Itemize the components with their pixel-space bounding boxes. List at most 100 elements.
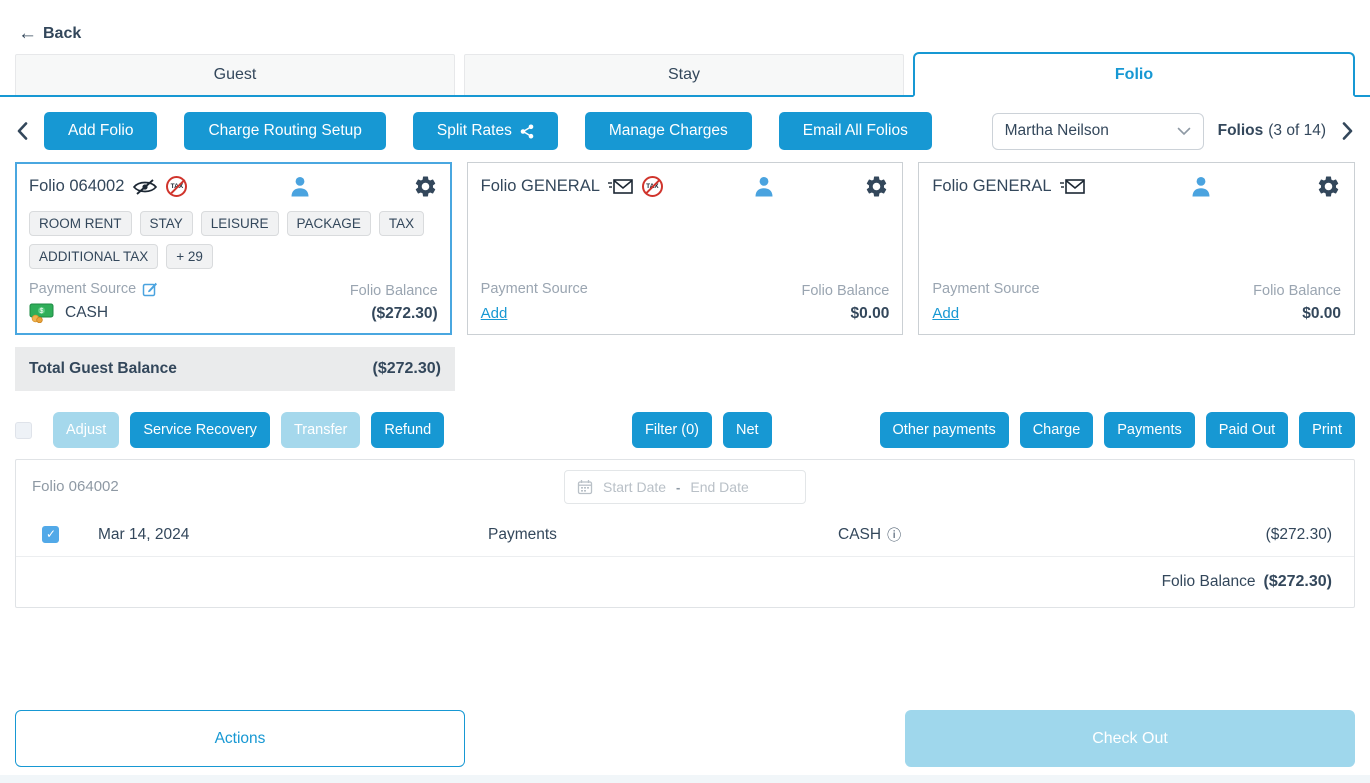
- transfer-button[interactable]: Transfer: [280, 412, 361, 448]
- transactions-table: Folio 064002 Start Date - End Date Mar 1…: [15, 459, 1355, 608]
- total-guest-balance-value: ($272.30): [372, 360, 442, 377]
- person-icon[interactable]: [290, 176, 310, 197]
- back-button[interactable]: ← Back: [18, 24, 81, 43]
- tab-folio[interactable]: Folio: [913, 52, 1355, 97]
- card-header: Folio GENERAL: [932, 174, 1341, 199]
- tag[interactable]: LEISURE: [200, 211, 279, 236]
- back-row: ← Back: [0, 0, 1370, 52]
- person-icon[interactable]: [1191, 176, 1211, 197]
- edit-icon[interactable]: [142, 281, 158, 297]
- share-icon: [520, 124, 534, 138]
- card-guest-icon-wrap: [1086, 176, 1316, 197]
- service-recovery-button[interactable]: Service Recovery: [130, 412, 270, 448]
- info-icon[interactable]: ⓘ: [887, 526, 902, 543]
- folio-card-064002[interactable]: Folio 064002 TAX: [15, 162, 452, 335]
- manage-charges-button[interactable]: Manage Charges: [584, 112, 752, 150]
- guest-selector-value: Martha Neilson: [1004, 122, 1109, 139]
- card-header: Folio 064002 TAX: [29, 174, 438, 199]
- start-date-placeholder[interactable]: Start Date: [603, 479, 667, 495]
- payments-button[interactable]: Payments: [1104, 412, 1195, 448]
- paid-out-button[interactable]: Paid Out: [1205, 412, 1289, 448]
- row-amount: ($272.30): [1265, 525, 1332, 543]
- folio-settings-button[interactable]: [1316, 174, 1341, 199]
- transaction-actions-row: Adjust Service Recovery Transfer Refund …: [0, 412, 1370, 448]
- table-header: Folio 064002 Start Date - End Date: [16, 460, 1354, 513]
- folio-card-general-1[interactable]: Folio GENERAL TAX: [466, 162, 904, 335]
- actions-left-group: Adjust Service Recovery Transfer Refund: [15, 412, 445, 448]
- refund-button[interactable]: Refund: [371, 412, 445, 448]
- chevron-left-icon: [17, 122, 28, 140]
- end-date-placeholder[interactable]: End Date: [690, 479, 749, 495]
- tag[interactable]: STAY: [139, 211, 193, 236]
- payment-source-block: Payment Source Add: [932, 281, 1039, 323]
- bottom-strip: [0, 775, 1370, 783]
- charge-category-tags: ROOM RENT STAY LEISURE PACKAGE TAX ADDIT…: [29, 211, 438, 269]
- no-tax-icon: TAX: [641, 176, 663, 197]
- check-out-button[interactable]: Check Out: [905, 710, 1355, 767]
- add-payment-source-link[interactable]: Add: [932, 305, 960, 322]
- tab-guest[interactable]: Guest: [15, 54, 455, 95]
- payment-source-value-row: $ CASH: [29, 303, 158, 323]
- print-button[interactable]: Print: [1299, 412, 1355, 448]
- folio-balance-block: Folio Balance ($272.30): [350, 283, 438, 323]
- row-date: Mar 14, 2024: [98, 525, 190, 543]
- gear-icon: [415, 176, 435, 197]
- folio-balance-label: Folio Balance: [349, 283, 438, 299]
- folio-balance-label: Folio Balance: [801, 283, 890, 299]
- row-checkbox[interactable]: [42, 526, 59, 543]
- table-footer: Folio Balance ($272.30): [16, 557, 1354, 607]
- footer-actions: Actions Check Out: [0, 710, 1370, 767]
- payment-source-block: Payment Source Add: [481, 281, 588, 323]
- date-range-picker[interactable]: Start Date - End Date: [564, 470, 806, 504]
- add-payment-source-link[interactable]: Add: [480, 305, 508, 322]
- eye-off-icon: [133, 178, 158, 195]
- add-folio-button[interactable]: Add Folio: [44, 112, 158, 150]
- folio-settings-button[interactable]: [864, 174, 889, 199]
- folio-card-general-2[interactable]: Folio GENERAL: [918, 162, 1356, 335]
- actions-button[interactable]: Actions: [15, 710, 465, 767]
- folio-settings-button[interactable]: [413, 174, 438, 199]
- table-folio-balance-label: Folio Balance: [1161, 573, 1256, 590]
- cash-icon: $: [29, 303, 54, 323]
- total-guest-balance-label: Total Guest Balance: [29, 360, 177, 377]
- tag[interactable]: TAX: [378, 211, 425, 236]
- card-footer: Payment Source Add Folio Balance $0.00: [932, 281, 1341, 323]
- email-all-folios-button[interactable]: Email All Folios: [778, 112, 932, 150]
- total-guest-balance-bar: Total Guest Balance ($272.30): [15, 347, 455, 391]
- tag-more[interactable]: + 29: [166, 244, 213, 269]
- chevron-right-icon: [1342, 122, 1353, 140]
- other-payments-button[interactable]: Other payments: [879, 412, 1009, 448]
- payment-source-value: CASH: [65, 304, 109, 321]
- adjust-button[interactable]: Adjust: [53, 412, 120, 448]
- charge-routing-setup-button[interactable]: Charge Routing Setup: [184, 112, 386, 150]
- gear-icon: [1318, 176, 1339, 197]
- tag[interactable]: PACKAGE: [286, 211, 371, 236]
- folio-balance-value: $0.00: [850, 305, 890, 322]
- filter-button[interactable]: Filter (0): [632, 412, 712, 448]
- email-sent-icon: [607, 179, 633, 194]
- table-row[interactable]: Mar 14, 2024 Payments CASH ⓘ ($272.30): [16, 513, 1354, 557]
- split-rates-button[interactable]: Split Rates: [412, 112, 558, 150]
- card-title-group: Folio 064002 TAX: [29, 176, 188, 197]
- next-folio-chevron[interactable]: [1340, 122, 1355, 140]
- date-range-separator: -: [676, 479, 681, 495]
- tag[interactable]: ROOM RENT: [29, 211, 132, 236]
- tab-bar: Guest Stay Folio: [0, 52, 1370, 97]
- guest-selector-dropdown[interactable]: Martha Neilson: [991, 112, 1204, 150]
- folios-count: (3 of 14): [1268, 122, 1326, 139]
- row-method: CASH: [838, 525, 882, 543]
- actions-right-group: Other payments Charge Payments Paid Out …: [879, 412, 1355, 448]
- folio-balance-value: ($272.30): [371, 305, 438, 322]
- folio-balance-label: Folio Balance: [1253, 283, 1342, 299]
- person-icon[interactable]: [754, 176, 774, 197]
- no-tax-icon: TAX: [166, 176, 188, 197]
- prev-folio-chevron[interactable]: [15, 122, 30, 140]
- net-button[interactable]: Net: [722, 412, 772, 448]
- tab-stay[interactable]: Stay: [464, 54, 904, 95]
- select-all-checkbox[interactable]: [15, 421, 32, 439]
- tag[interactable]: ADDITIONAL TAX: [29, 244, 159, 269]
- charge-button[interactable]: Charge: [1019, 412, 1094, 448]
- folios-counter: Folios (3 of 14): [1218, 122, 1326, 140]
- back-arrow-icon: ←: [18, 23, 37, 44]
